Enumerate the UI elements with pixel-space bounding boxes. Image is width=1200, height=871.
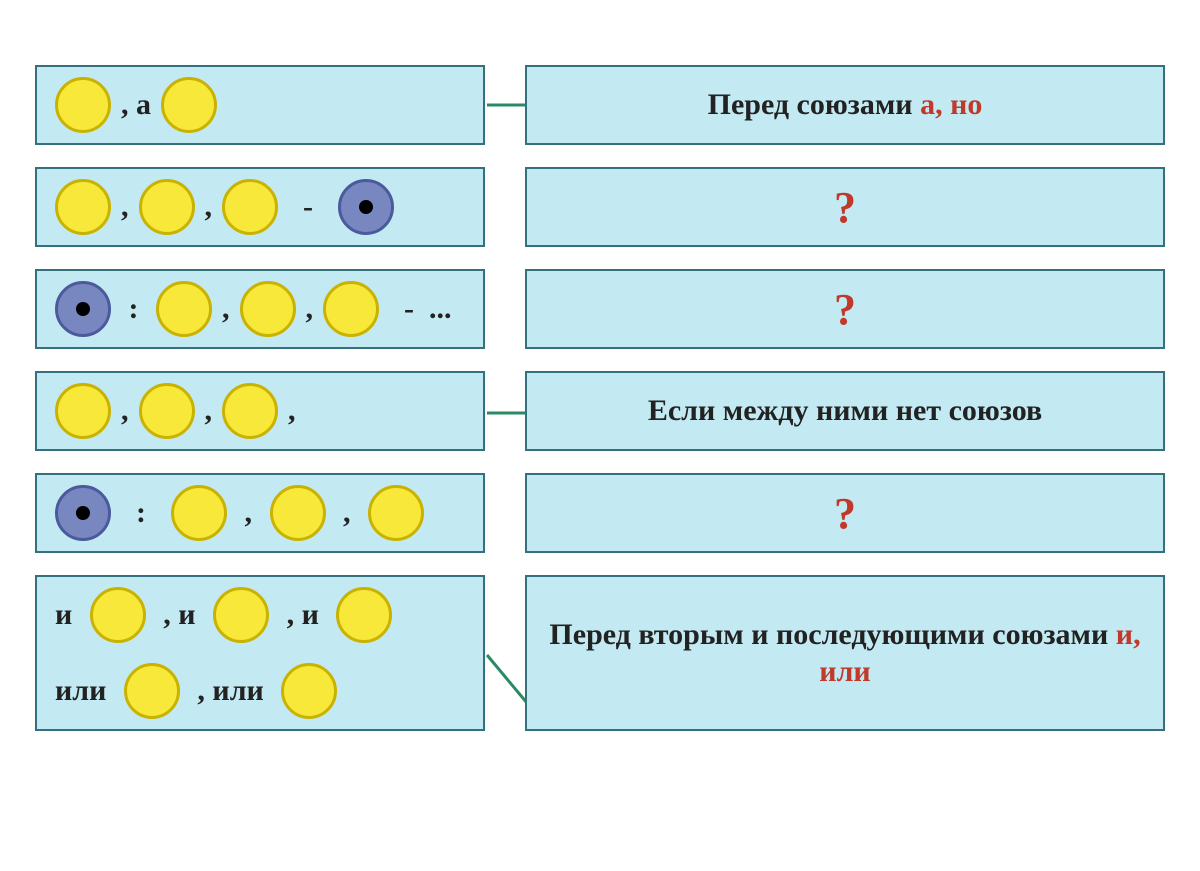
- pattern-line: и , и , и: [55, 587, 392, 643]
- red-text: ?: [834, 489, 856, 538]
- label-text: Перед союзами: [708, 88, 920, 121]
- pattern-box: : , ,: [35, 473, 485, 553]
- inner-dot: [76, 302, 90, 316]
- separator-text: ,: [205, 190, 213, 224]
- yellow-circle: [281, 663, 337, 719]
- yellow-circle: [368, 485, 424, 541]
- separator-text: или: [55, 674, 114, 708]
- label-text: Перед вторым и последующими союзами: [549, 618, 1115, 651]
- separator-text: ,: [222, 292, 230, 326]
- rule-description: ?: [525, 473, 1165, 553]
- pattern-box: и , и , и или , или: [35, 575, 485, 731]
- rule-description: Если между ними нет союзов: [525, 371, 1165, 451]
- pattern-box: , а: [35, 65, 485, 145]
- yellow-circle: [222, 179, 278, 235]
- yellow-circle: [139, 179, 195, 235]
- separator-text: , и: [156, 598, 203, 632]
- separator-text: , а: [121, 88, 151, 122]
- blue-dot-circle: [338, 179, 394, 235]
- rules-grid: , аПеред союзами а, но,, - ? : ,, - ...?…: [35, 65, 1165, 731]
- yellow-circle: [55, 179, 111, 235]
- yellow-circle: [161, 77, 217, 133]
- separator-text: ,: [237, 496, 260, 530]
- yellow-circle: [171, 485, 227, 541]
- red-text: а, но: [920, 88, 982, 121]
- separator-text: ,: [288, 394, 296, 428]
- pattern-box: ,,,: [35, 371, 485, 451]
- separator-text: ,: [336, 496, 359, 530]
- pattern-box: ,, -: [35, 167, 485, 247]
- yellow-circle: [222, 383, 278, 439]
- yellow-circle: [156, 281, 212, 337]
- blue-dot-circle: [55, 485, 111, 541]
- yellow-circle: [240, 281, 296, 337]
- separator-text: ,: [205, 394, 213, 428]
- separator-text: ,: [121, 190, 129, 224]
- separator-text: , или: [190, 674, 271, 708]
- pattern-line: или , или: [55, 663, 337, 719]
- pattern-box: : ,, - ...: [35, 269, 485, 349]
- inner-dot: [76, 506, 90, 520]
- label-text: Если между ними нет союзов: [648, 394, 1042, 427]
- separator-text: и: [55, 598, 80, 632]
- separator-text: ,: [306, 292, 314, 326]
- yellow-circle: [213, 587, 269, 643]
- red-text: ?: [834, 183, 856, 232]
- rule-description: ?: [525, 269, 1165, 349]
- yellow-circle: [139, 383, 195, 439]
- separator-text: :: [121, 496, 161, 530]
- separator-text: - ...: [389, 292, 452, 326]
- yellow-circle: [90, 587, 146, 643]
- blue-dot-circle: [55, 281, 111, 337]
- separator-text: :: [121, 292, 146, 326]
- yellow-circle: [336, 587, 392, 643]
- separator-text: ,: [121, 394, 129, 428]
- red-text: ?: [834, 285, 856, 334]
- yellow-circle: [124, 663, 180, 719]
- yellow-circle: [323, 281, 379, 337]
- rule-description: Перед вторым и последующими союзами и, и…: [525, 575, 1165, 731]
- separator-text: -: [288, 190, 328, 224]
- yellow-circle: [55, 383, 111, 439]
- rule-description: ?: [525, 167, 1165, 247]
- rule-description: Перед союзами а, но: [525, 65, 1165, 145]
- yellow-circle: [270, 485, 326, 541]
- yellow-circle: [55, 77, 111, 133]
- separator-text: , и: [279, 598, 326, 632]
- inner-dot: [359, 200, 373, 214]
